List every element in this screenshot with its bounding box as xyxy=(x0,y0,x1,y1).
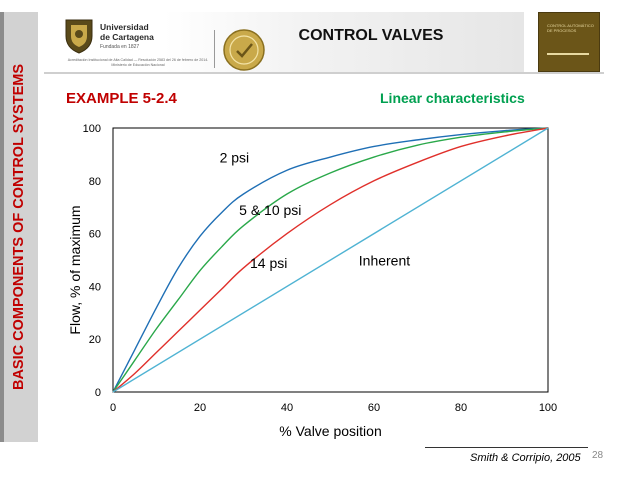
accreditation-text: Acreditación Institucional de Alta Calid… xyxy=(67,58,209,67)
header-divider xyxy=(44,72,604,74)
logo-divider xyxy=(214,30,215,68)
y-tick-labels: 0 20 40 60 80 100 xyxy=(83,123,101,399)
series-line-14-psi xyxy=(112,127,549,393)
university-founded: Fundada en 1827 xyxy=(100,44,140,50)
curve-labels: 2 psi 5 & 10 psi 14 psi Inherent xyxy=(220,149,411,271)
slide-title: CONTROL VALVES xyxy=(298,27,444,44)
x-tick-labels: 0 20 40 60 80 100 xyxy=(110,402,557,414)
chart-subtitle: Linear characteristics xyxy=(380,90,525,106)
curve-label: 2 psi xyxy=(220,149,250,165)
series-line-2-psi xyxy=(112,127,549,393)
x-tick-label: 0 xyxy=(110,402,116,414)
y-tick-label: 80 xyxy=(89,176,101,188)
example-label: EXAMPLE 5-2.4 xyxy=(66,90,177,107)
x-axis-title: % Valve position xyxy=(279,423,381,439)
sidebar-strip xyxy=(0,12,38,442)
series-line-5-10-psi xyxy=(112,127,549,393)
x-tick-label: 20 xyxy=(194,402,206,414)
university-logo: Universidad de Cartagena Fundada en 1827… xyxy=(62,14,265,72)
curve-label: 14 psi xyxy=(250,255,287,271)
y-tick-label: 0 xyxy=(95,387,101,399)
y-tick-label: 100 xyxy=(83,123,101,135)
page-number: 28 xyxy=(592,450,604,461)
curve-label: Inherent xyxy=(359,252,410,268)
x-tick-label: 40 xyxy=(281,402,293,414)
citation: Smith & Corripio, 2005 xyxy=(470,452,581,464)
accreditation-seal-icon xyxy=(223,29,265,71)
sidebar-edge xyxy=(0,12,4,442)
curve-label: 5 & 10 psi xyxy=(239,202,301,218)
university-name: Universidad de Cartagena xyxy=(100,22,154,42)
x-tick-label: 80 xyxy=(455,402,467,414)
university-name-line1: Universidad xyxy=(100,22,149,32)
x-tick-label: 60 xyxy=(368,402,380,414)
y-tick-label: 40 xyxy=(89,281,101,293)
citation-rule xyxy=(425,447,588,448)
university-crest-icon xyxy=(65,19,93,54)
y-axis-title: Flow, % of maximum xyxy=(67,205,83,334)
university-name-line2: de Cartagena xyxy=(100,32,154,42)
book-bar xyxy=(547,53,589,55)
y-tick-label: 60 xyxy=(89,229,101,241)
header-band xyxy=(44,12,524,72)
series-line-inherent xyxy=(112,127,549,393)
book-cover: CONTROL AUTOMÁTICO DE PROCESOS xyxy=(538,12,600,72)
book-title: CONTROL AUTOMÁTICO DE PROCESOS xyxy=(547,23,594,33)
series-lines xyxy=(112,127,549,393)
y-tick-label: 20 xyxy=(89,334,101,346)
x-tick-label: 100 xyxy=(539,402,557,414)
plot-frame xyxy=(112,127,549,393)
